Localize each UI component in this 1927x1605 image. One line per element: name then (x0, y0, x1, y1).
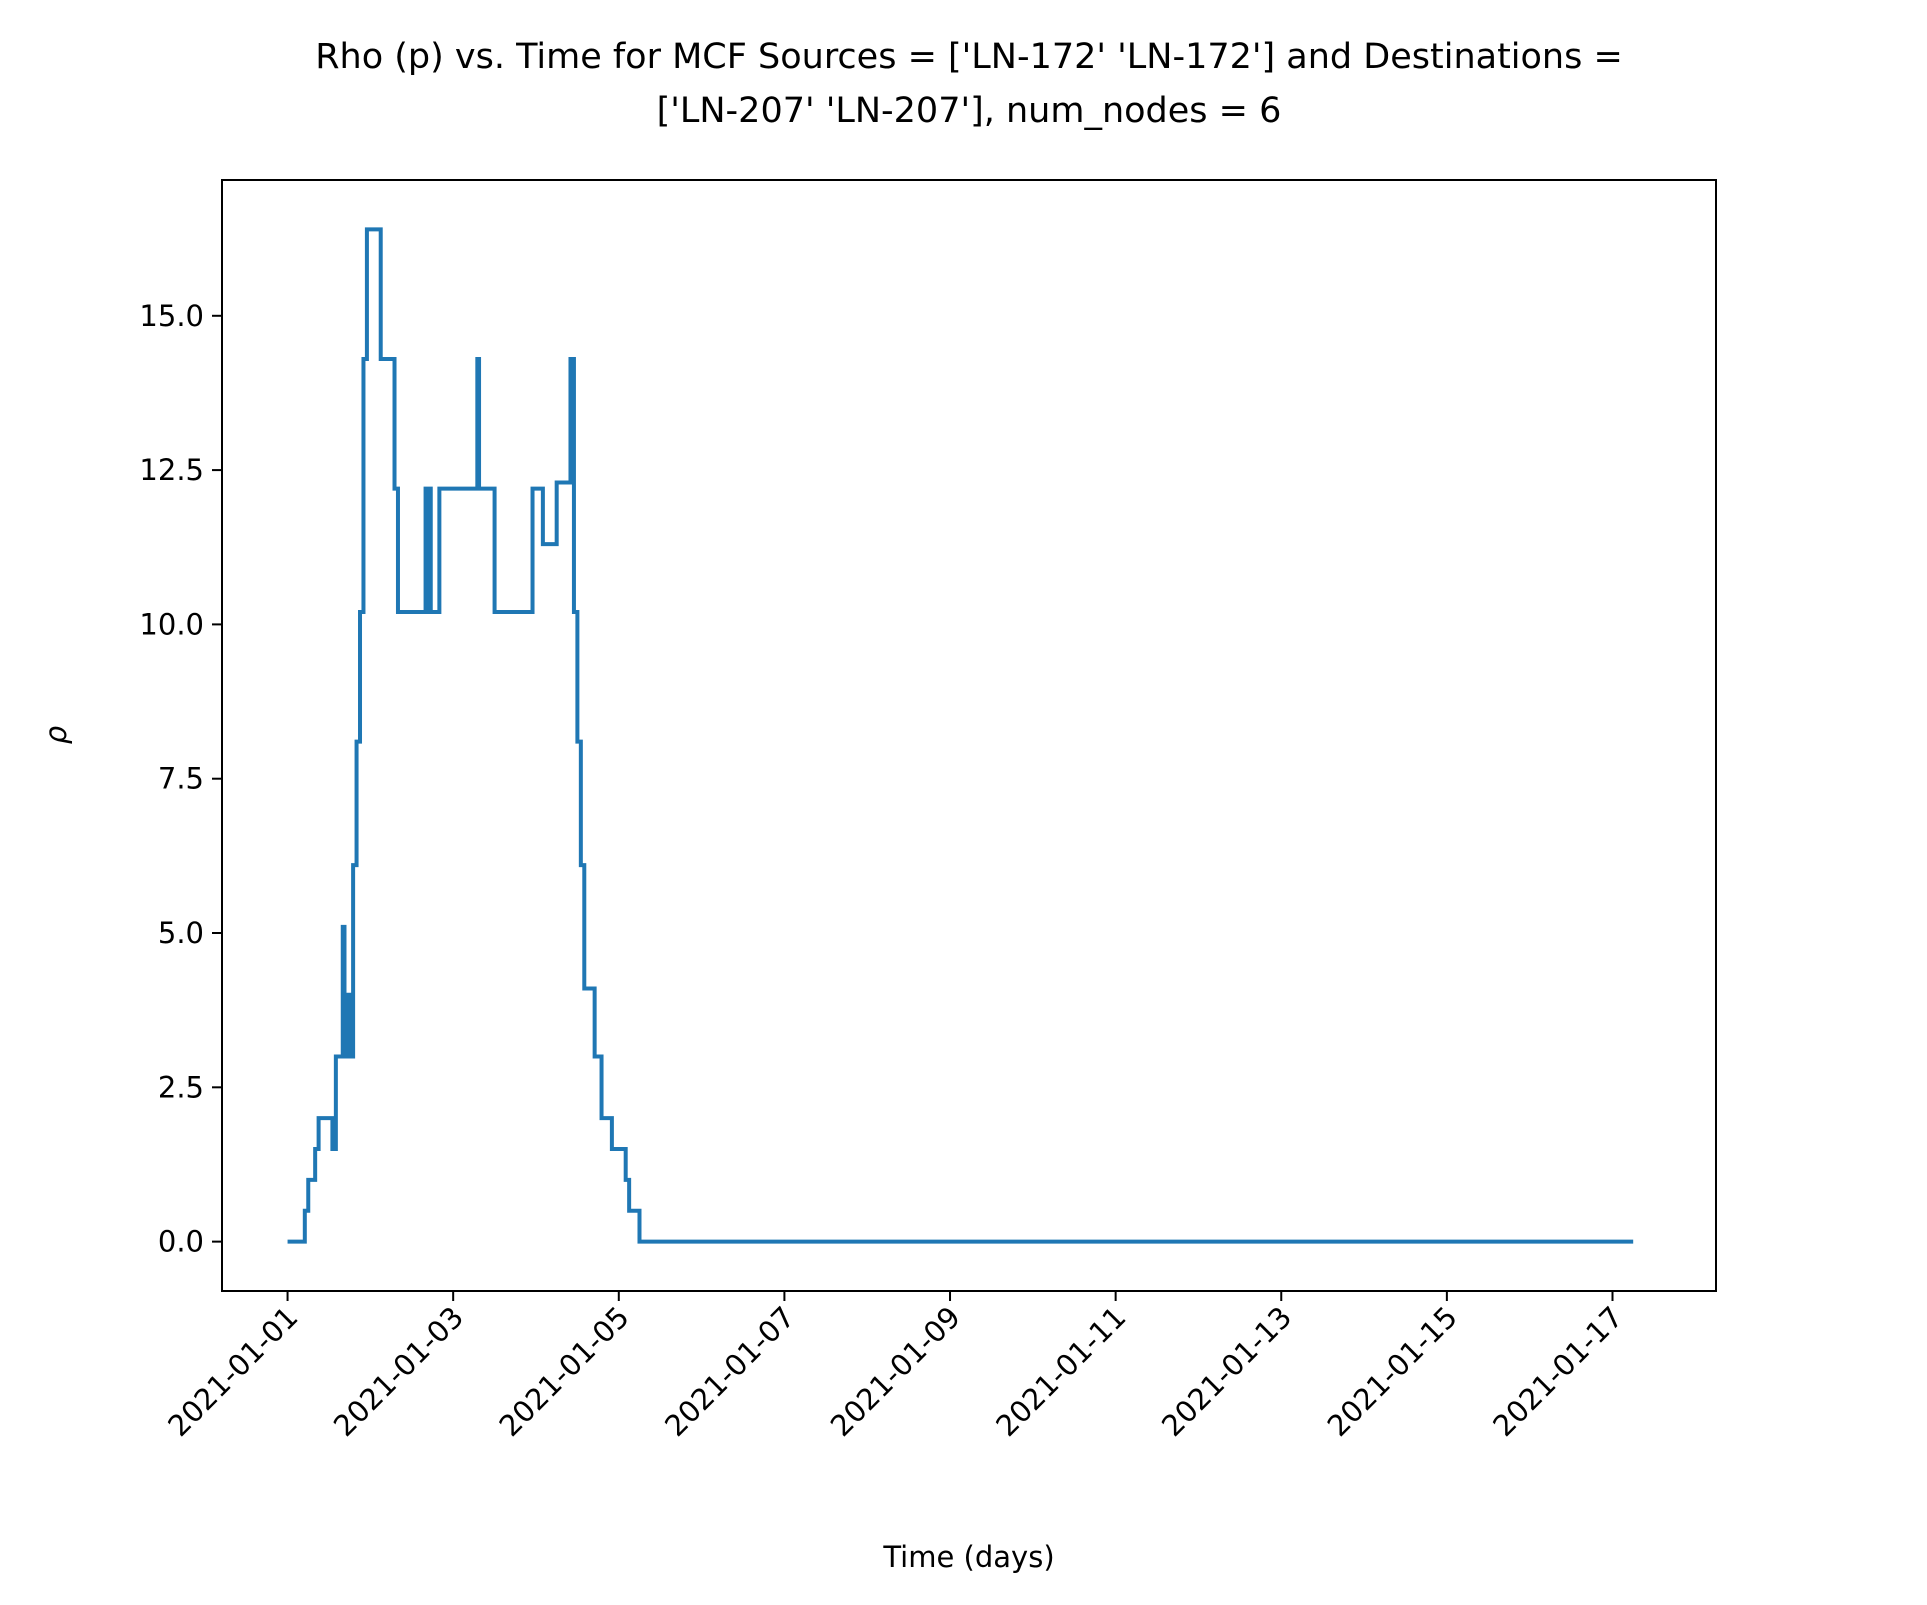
y-tick-label: 10.0 (139, 607, 204, 641)
plot-area (221, 179, 1717, 1292)
x-tick-label: 2021-01-17 (1486, 1300, 1629, 1443)
x-tick-label: 2021-01-05 (493, 1300, 636, 1443)
x-tick-label: 2021-01-13 (1155, 1300, 1298, 1443)
x-tick-label: 2021-01-01 (161, 1300, 304, 1443)
y-tick-label: 5.0 (158, 916, 204, 950)
chart-title-line-2: ['LN-207' 'LN-207'], num_nodes = 6 (657, 91, 1282, 131)
x-tick-label: 2021-01-11 (989, 1300, 1132, 1443)
y-tick-label: 12.5 (139, 453, 204, 487)
x-tick-label: 2021-01-07 (658, 1300, 801, 1443)
x-tick-label: 2021-01-09 (824, 1300, 967, 1443)
x-axis-ticks: 2021-01-01 2021-01-03 2021-01-05 2021-01-07… (161, 1291, 1629, 1443)
y-tick-label: 7.5 (158, 762, 204, 796)
y-tick-label: 2.5 (158, 1070, 204, 1104)
chart-title-line-1: Rho (p) vs. Time for MCF Sources = ['LN-… (315, 37, 1623, 77)
y-axis-ticks: 0.0 2.5 5.0 7.5 10.0 12.5 15.0 (139, 299, 222, 1259)
y-axis-label: ρ (39, 725, 73, 744)
rho-series-line (287, 227, 1634, 1244)
y-tick-label: 15.0 (139, 299, 204, 333)
x-tick-label: 2021-01-03 (327, 1300, 470, 1443)
x-tick-label: 2021-01-15 (1321, 1300, 1464, 1443)
plot-frame (221, 179, 1717, 1292)
y-tick-label: 0.0 (158, 1225, 204, 1259)
x-axis-label: Time (days) (882, 1540, 1054, 1574)
